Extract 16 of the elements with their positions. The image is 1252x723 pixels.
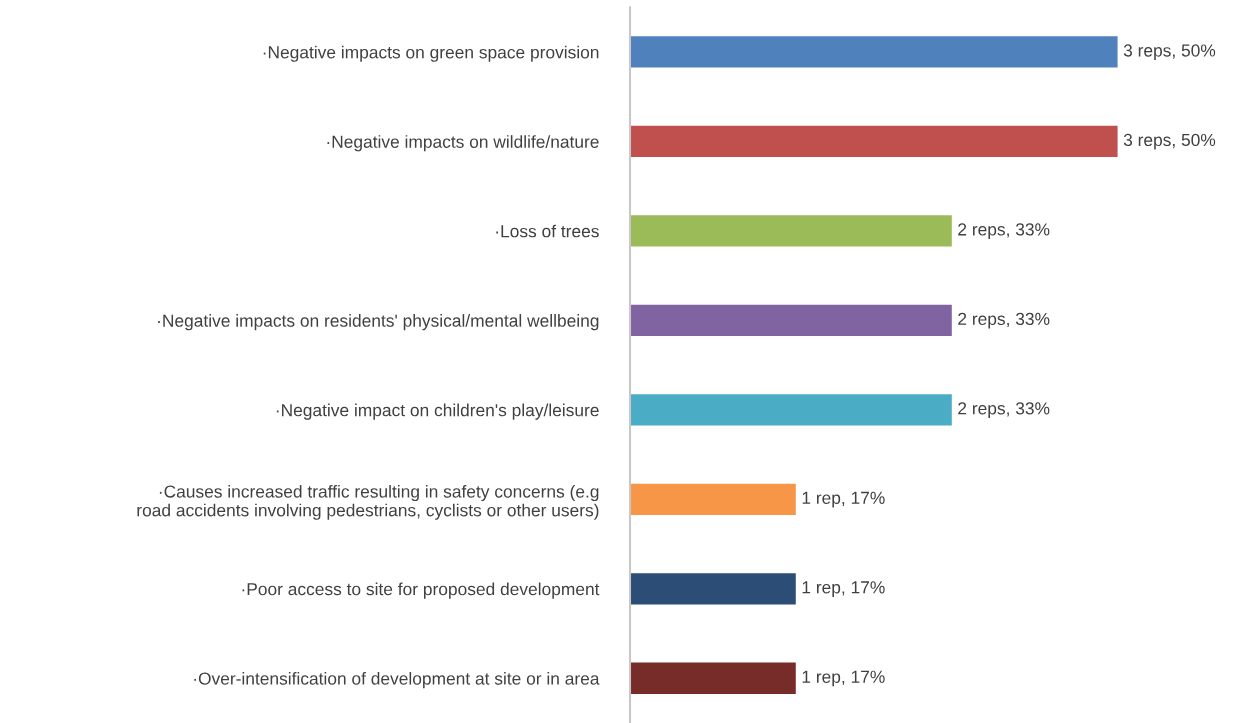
y-tick-label: ·Negative impacts on wildlife/nature (327, 135, 599, 152)
data-label: 3 reps, 50% (1123, 44, 1216, 61)
data-label: 2 reps, 33% (958, 312, 1050, 329)
y-tick-label: ·Negative impact on children's play/leisure (276, 403, 599, 420)
data-label: 1 rep, 17% (802, 670, 885, 687)
data-label: 2 reps, 33% (958, 402, 1050, 418)
y-tick-label: ·Loss of trees (496, 224, 599, 238)
y-tick-label: ·Negative impacts on residents' physical/mental wellbeing (158, 314, 599, 331)
y-tick-label: ·Causes increased traffic resulting in safety concerns (e.g road accidents involving pedestrians, cyclists or other users) (137, 484, 599, 520)
data-label: 3 reps, 50% (1123, 133, 1216, 150)
y-tick-label: ·Negative impacts on green space provision (263, 45, 599, 62)
y-tick-label: ·Over-intensification of development at site or in area (194, 671, 600, 689)
data-label: 1 rep, 17% (802, 581, 885, 597)
data-label: 2 reps, 33% (958, 223, 1050, 239)
y-tick-label: ·Poor access to site for proposed development (242, 582, 600, 599)
data-label: 1 rep, 17% (802, 491, 885, 508)
